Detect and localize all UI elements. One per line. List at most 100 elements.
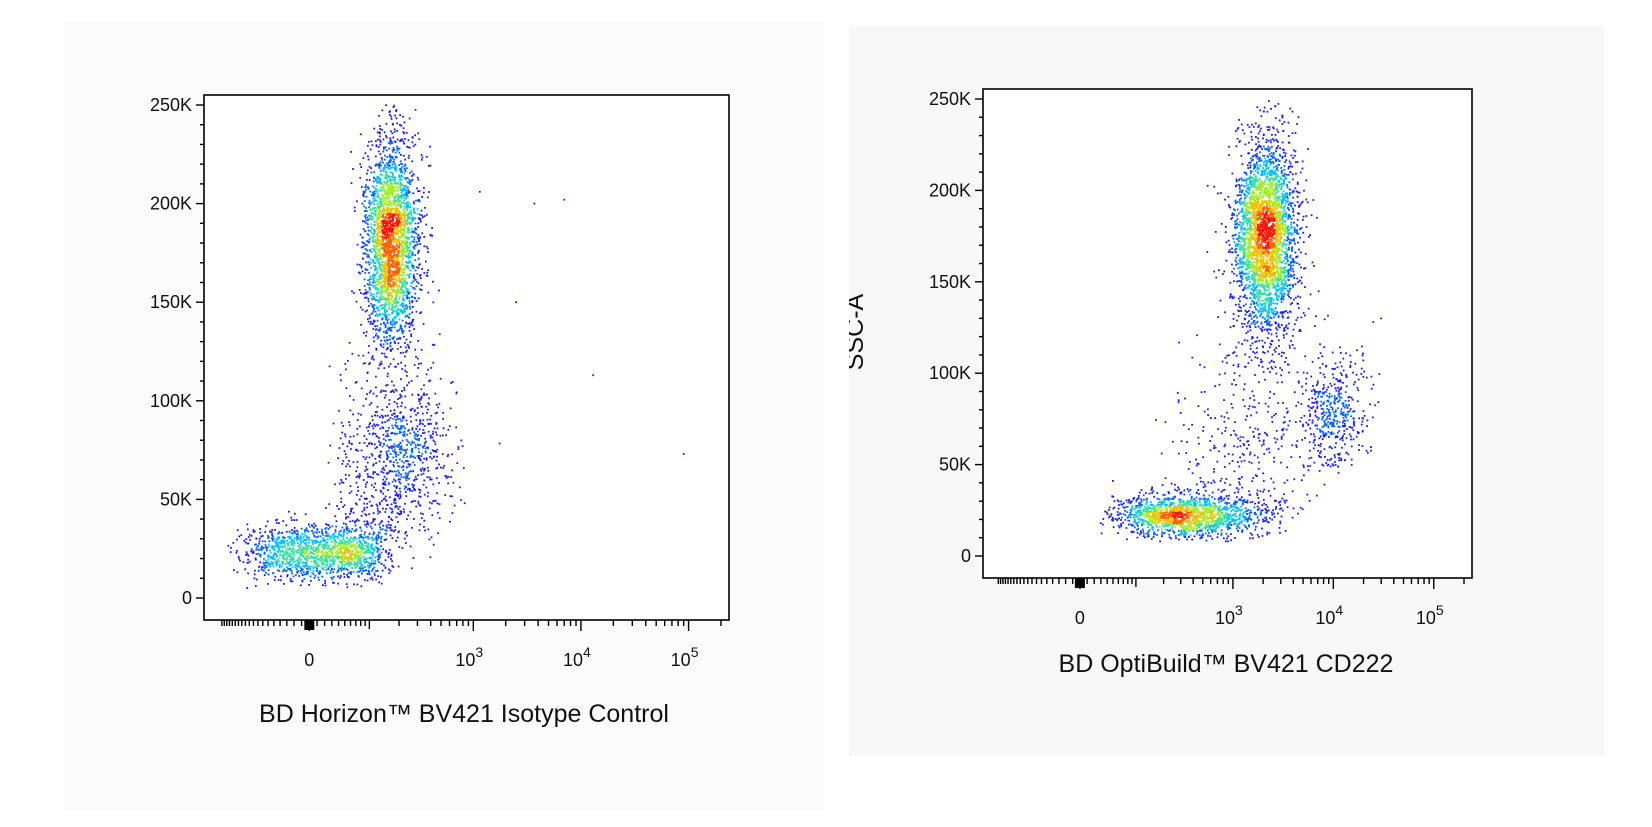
- event-dot: [391, 260, 393, 263]
- event-dot: [416, 375, 419, 378]
- event-dot: [402, 212, 404, 214]
- event-dot: [412, 461, 415, 464]
- event-dot: [382, 507, 384, 510]
- event-dot: [385, 288, 388, 291]
- event-dot: [319, 557, 322, 559]
- event-dot: [403, 205, 405, 208]
- event-dot: [352, 435, 355, 438]
- event-dot: [388, 265, 390, 268]
- event-dot: [403, 278, 405, 281]
- event-dot: [398, 236, 400, 238]
- event-dot: [406, 460, 409, 463]
- event-dot: [362, 193, 364, 196]
- event-dot: [272, 553, 275, 556]
- event-dot: [391, 172, 394, 175]
- event-dot: [377, 175, 380, 178]
- event-dot: [384, 219, 387, 222]
- event-dot: [385, 270, 388, 273]
- event-dot: [381, 317, 384, 320]
- event-dot: [431, 436, 434, 439]
- event-dot: [277, 537, 280, 539]
- event-dot: [425, 155, 428, 158]
- event-dot: [355, 502, 357, 505]
- event-dot: [293, 549, 296, 552]
- event-dot: [404, 477, 407, 480]
- event-dot: [340, 542, 343, 545]
- event-dot: [389, 460, 391, 463]
- event-dot: [306, 564, 309, 567]
- event-dot: [288, 510, 290, 513]
- event-dot: [413, 479, 415, 482]
- event-dot: [388, 314, 391, 316]
- event-dot: [371, 227, 374, 230]
- event-dot: [397, 246, 400, 249]
- event-dot: [376, 507, 379, 510]
- event-dot: [381, 198, 384, 201]
- event-dot: [457, 448, 460, 450]
- event-dot: [378, 523, 381, 526]
- event-dot: [240, 534, 243, 537]
- event-dot: [306, 558, 308, 561]
- event-dot: [392, 238, 394, 241]
- event-dot: [386, 375, 389, 378]
- event-dot: [313, 557, 316, 560]
- event-dot: [364, 458, 367, 461]
- event-dot: [290, 570, 293, 573]
- event-dot: [360, 564, 363, 566]
- event-dot: [393, 485, 396, 487]
- event-dot: [371, 578, 374, 581]
- event-dot: [355, 470, 358, 473]
- event-dot: [393, 253, 396, 256]
- event-dot: [369, 148, 372, 151]
- event-dot: [291, 543, 293, 546]
- event-dot: [337, 552, 339, 555]
- event-dot: [372, 277, 375, 280]
- event-dot: [396, 432, 398, 435]
- event-dot: [362, 192, 365, 195]
- event-dot: [415, 413, 417, 416]
- event-dot: [352, 168, 354, 170]
- event-dot: [340, 421, 343, 424]
- event-dot: [301, 552, 304, 554]
- event-dot: [386, 174, 389, 176]
- event-dot: [379, 362, 382, 365]
- event-dot: [401, 220, 404, 223]
- event-dot: [428, 476, 431, 479]
- event-dot: [380, 260, 383, 263]
- event-dot: [310, 560, 313, 563]
- event-dot: [305, 561, 308, 564]
- event-dot: [392, 215, 394, 218]
- event-dot: [306, 546, 309, 549]
- event-dot: [370, 302, 372, 305]
- event-dot: [366, 144, 369, 147]
- event-dot: [446, 455, 449, 458]
- event-dot: [413, 431, 415, 434]
- event-dot: [354, 529, 357, 532]
- event-dot: [431, 457, 433, 460]
- event-dot: [354, 555, 357, 557]
- event-dot: [432, 439, 435, 442]
- event-dot: [391, 389, 394, 392]
- event-dot: [392, 106, 395, 108]
- event-dot: [387, 268, 390, 271]
- event-dot: [386, 231, 388, 233]
- event-dot: [277, 541, 280, 544]
- event-dot: [386, 432, 389, 435]
- event-dot: [406, 289, 408, 292]
- event-dot: [408, 300, 411, 302]
- event-dot: [305, 546, 307, 549]
- event-dot: [390, 558, 392, 560]
- event-dot: [350, 509, 352, 512]
- event-dot: [402, 140, 405, 143]
- event-dot: [306, 567, 308, 570]
- event-dot: [395, 207, 398, 210]
- event-dot: [393, 251, 396, 254]
- event-dot: [385, 336, 388, 338]
- event-dot: [372, 296, 375, 298]
- event-dot: [345, 517, 347, 520]
- event-dot: [371, 356, 374, 359]
- event-dot: [258, 542, 261, 545]
- event-dot: [285, 558, 288, 561]
- event-dot: [447, 453, 450, 456]
- event-dot: [348, 440, 351, 443]
